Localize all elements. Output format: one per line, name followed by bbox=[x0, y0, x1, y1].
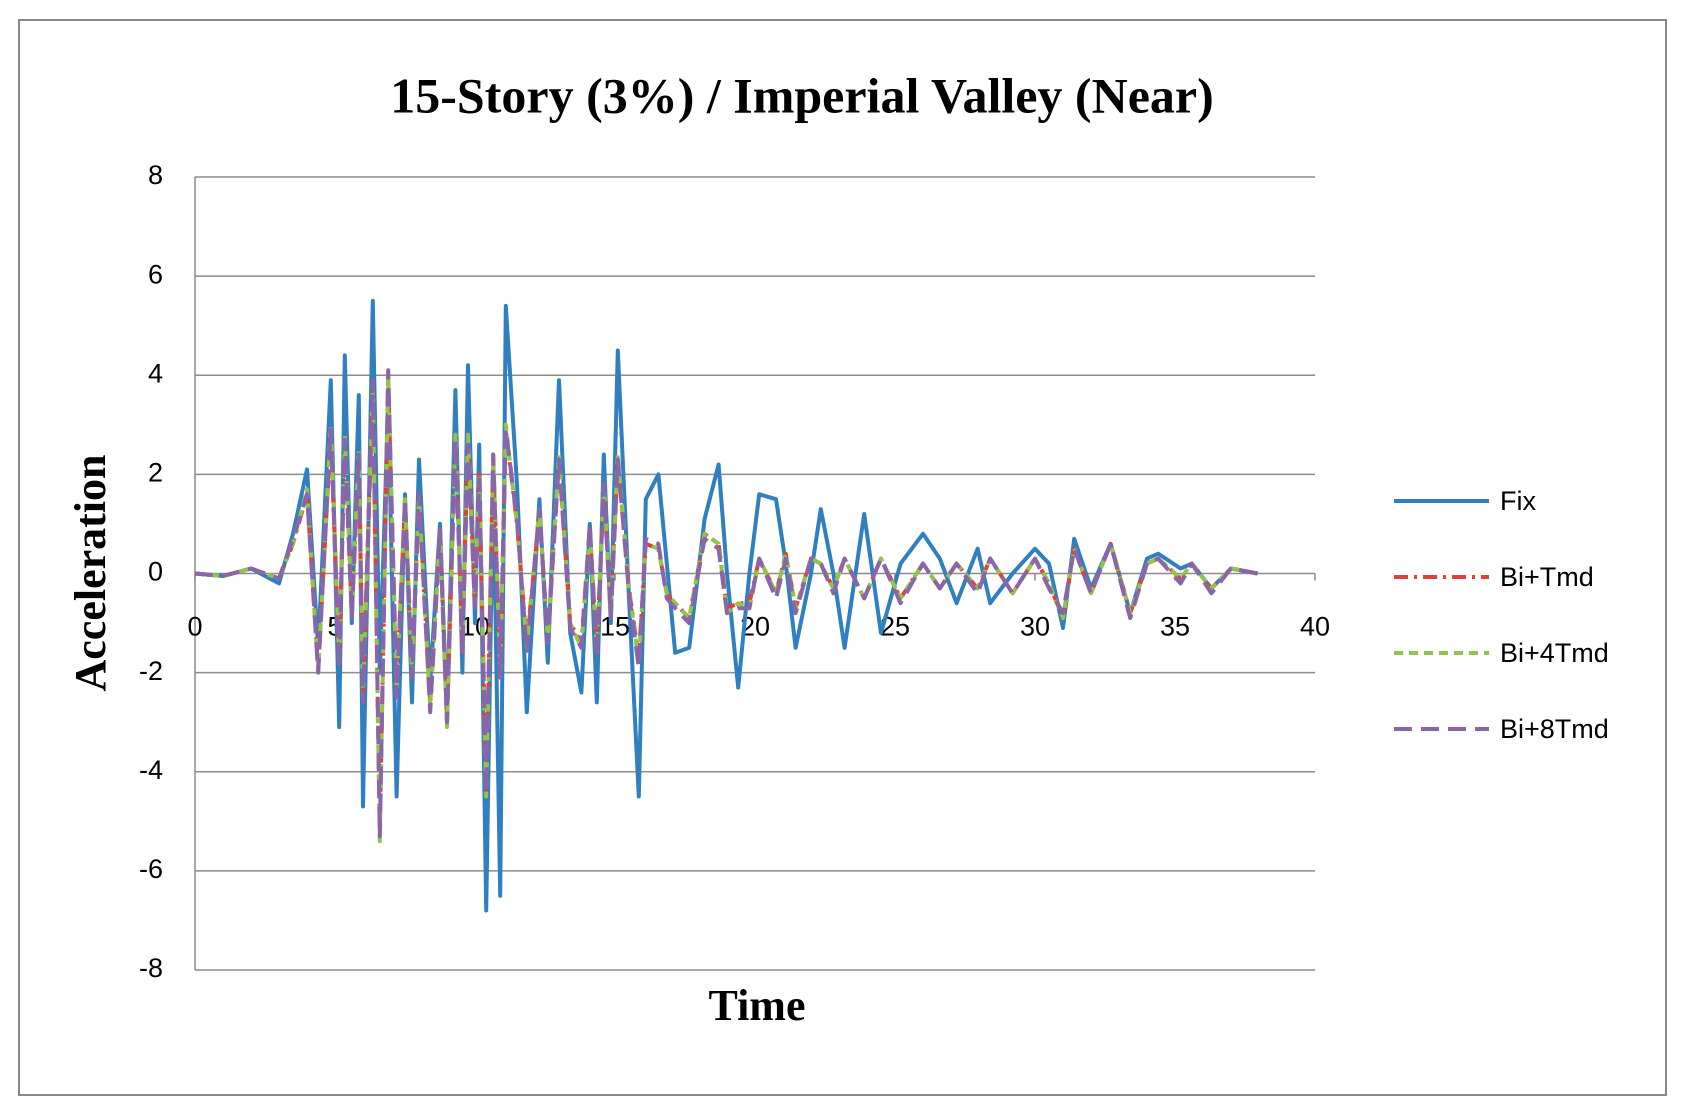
y-axis-label: Acceleration bbox=[66, 455, 115, 692]
y-tick-label: -2 bbox=[139, 656, 163, 686]
x-tick-label: 35 bbox=[1160, 612, 1190, 642]
y-tick-label: -4 bbox=[139, 755, 163, 785]
x-tick-label: 30 bbox=[1020, 612, 1050, 642]
x-tick-label: 15 bbox=[600, 612, 630, 642]
x-tick-label: 40 bbox=[1300, 612, 1330, 642]
y-tick-label: 8 bbox=[148, 160, 163, 190]
y-tick-label: -6 bbox=[139, 854, 163, 884]
y-tick-label: 0 bbox=[148, 557, 163, 587]
legend-label: Bi+Tmd bbox=[1500, 562, 1594, 592]
legend-label: Bi+8Tmd bbox=[1500, 714, 1609, 744]
y-tick-label: 4 bbox=[148, 358, 163, 388]
chart-title: 15-Story (3%) / Imperial Valley (Near) bbox=[390, 67, 1213, 123]
x-tick-label: 0 bbox=[187, 612, 202, 642]
series-line bbox=[194, 368, 1258, 839]
chart-frame bbox=[18, 19, 1667, 1096]
x-axis-label: Time bbox=[709, 981, 806, 1030]
legend-label: Fix bbox=[1500, 486, 1536, 516]
y-tick-label: 2 bbox=[148, 458, 163, 488]
y-tick-label: 6 bbox=[148, 259, 163, 289]
y-tick-label: -8 bbox=[139, 953, 163, 983]
legend-label: Bi+4Tmd bbox=[1500, 638, 1609, 668]
